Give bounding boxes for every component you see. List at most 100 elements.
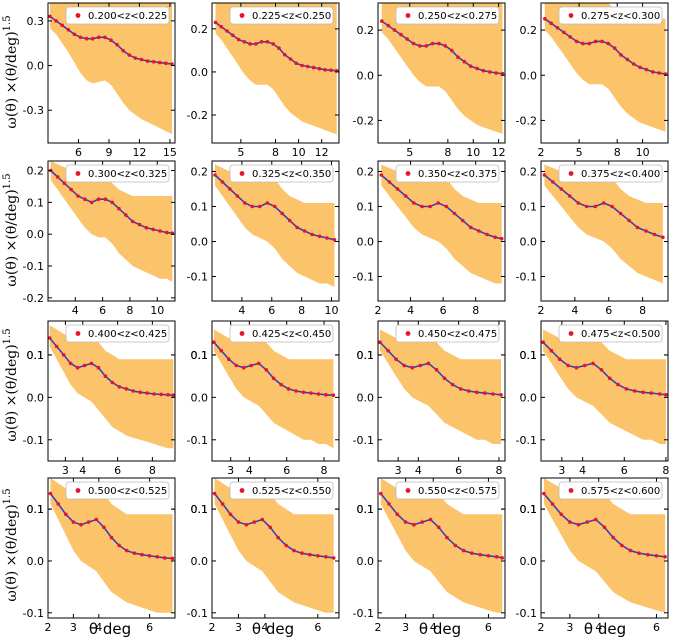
legend-marker: [75, 13, 81, 18]
data-point: [260, 517, 265, 522]
data-point: [64, 512, 68, 517]
data-point: [549, 348, 554, 353]
data-point: [86, 520, 91, 524]
plot-area: [213, 3, 339, 135]
data-point: [420, 204, 424, 209]
legend-box: [229, 481, 334, 500]
data-point: [424, 44, 429, 48]
ylabel-text: ω(θ) ×(θ/deg)1.5: [2, 488, 20, 601]
data-point: [568, 194, 572, 198]
x-tick-label: 5: [237, 146, 244, 159]
plot-frame: [47, 2, 176, 144]
ylabel-row-4: ω(θ) ×(θ/deg)1.5: [2, 488, 20, 601]
data-point: [386, 23, 390, 28]
x-tick-label: 5: [406, 146, 413, 159]
data-point: [430, 41, 435, 46]
x-tick-label: 6: [621, 464, 628, 477]
data-point: [72, 32, 77, 37]
xlabel-col-1: θ deg: [89, 620, 131, 638]
y-tick-label: 0.1: [357, 503, 375, 516]
y-tick-label: -0.1: [23, 607, 44, 620]
data-point: [138, 390, 142, 395]
y-tick-label: 0.3: [27, 15, 45, 28]
x-tick-label: 3: [395, 464, 402, 477]
data-point: [652, 232, 657, 237]
legend: 0.250<z<0.275: [395, 6, 500, 25]
y-tick-label: 0.2: [191, 166, 209, 179]
data-point: [82, 363, 87, 368]
x-tick-label: 3: [62, 464, 69, 477]
data-point: [48, 336, 52, 340]
data-point: [127, 53, 132, 57]
data-point: [317, 66, 322, 71]
series-line: [379, 341, 502, 396]
y-tick-label: -0.1: [353, 434, 374, 447]
data-point: [228, 512, 233, 517]
panel-5: 4 6 8 10 0.2 0.1 0.0 -0.1 -0.2 0.300<z<0.325: [23, 160, 176, 317]
legend-label: 0.375<z<0.400: [581, 169, 660, 180]
data-point: [379, 173, 384, 177]
x-tick-label: 6: [605, 304, 612, 317]
data-point: [485, 232, 489, 237]
data-point: [624, 387, 629, 391]
ylabel-text: ω(θ) ×(θ/deg)1.5: [2, 173, 20, 286]
plot-area: [48, 478, 175, 613]
y-tick-label: 0.2: [357, 24, 375, 37]
data-point: [616, 382, 620, 387]
data-point: [428, 517, 433, 522]
data-point: [277, 46, 281, 50]
y-tick-label: 0.0: [357, 236, 375, 249]
data-point: [227, 357, 231, 361]
panel-13: 2 3 4 60.10.10.0-0.10.500<z<0.525: [23, 477, 176, 634]
data-point: [271, 376, 276, 381]
data-point: [219, 24, 223, 29]
legend-label: 0.500<z<0.525: [88, 486, 167, 497]
x-tick-label: 3: [566, 621, 573, 634]
x-tick-label: 4: [579, 464, 586, 477]
legend: 0.500<z<0.525: [65, 481, 170, 500]
data-point: [661, 235, 665, 240]
legend-box: [558, 324, 663, 343]
legend-marker: [568, 488, 574, 493]
x-tick-label: 6: [268, 304, 275, 317]
x-tick-label: 6: [440, 304, 447, 317]
y-tick-label: 0.2: [357, 166, 375, 179]
data-point: [428, 204, 432, 209]
data-point: [109, 38, 113, 42]
legend-box: [395, 164, 500, 183]
x-tick-label: 15: [163, 146, 177, 159]
data-point: [551, 180, 555, 184]
data-point: [264, 368, 268, 372]
data-point: [117, 385, 122, 389]
data-point: [568, 520, 572, 524]
data-point: [541, 340, 545, 344]
panel-15: 2 3 4 60.10.10.0-0.10.550<z<0.575: [353, 477, 506, 634]
data-point: [437, 41, 441, 46]
x-tick-label: 2: [375, 621, 382, 634]
legend-label: 0.550<z<0.575: [418, 486, 497, 497]
legend-marker: [568, 171, 574, 176]
data-point: [54, 344, 59, 349]
data-point: [170, 62, 174, 66]
plot-frame: [47, 160, 176, 302]
plot-frame: [540, 477, 669, 619]
data-point: [145, 59, 150, 63]
data-point: [140, 552, 144, 557]
data-point: [478, 552, 482, 557]
data-point: [300, 551, 304, 555]
legend: 0.400<z<0.425: [65, 324, 170, 343]
y-tick-label: -0.1: [23, 434, 44, 447]
data-point: [458, 387, 463, 391]
data-point: [543, 17, 547, 21]
data-point: [395, 512, 400, 517]
x-tick-label: 3: [402, 621, 409, 634]
data-point: [271, 42, 275, 46]
data-point: [103, 197, 108, 201]
data-point: [151, 60, 156, 64]
y-tick-label: -0.1: [516, 434, 537, 447]
y-tick-label: 0.1: [520, 201, 538, 214]
data-point: [132, 551, 137, 555]
data-point: [144, 226, 149, 230]
data-point: [387, 502, 391, 506]
data-point: [110, 200, 114, 205]
